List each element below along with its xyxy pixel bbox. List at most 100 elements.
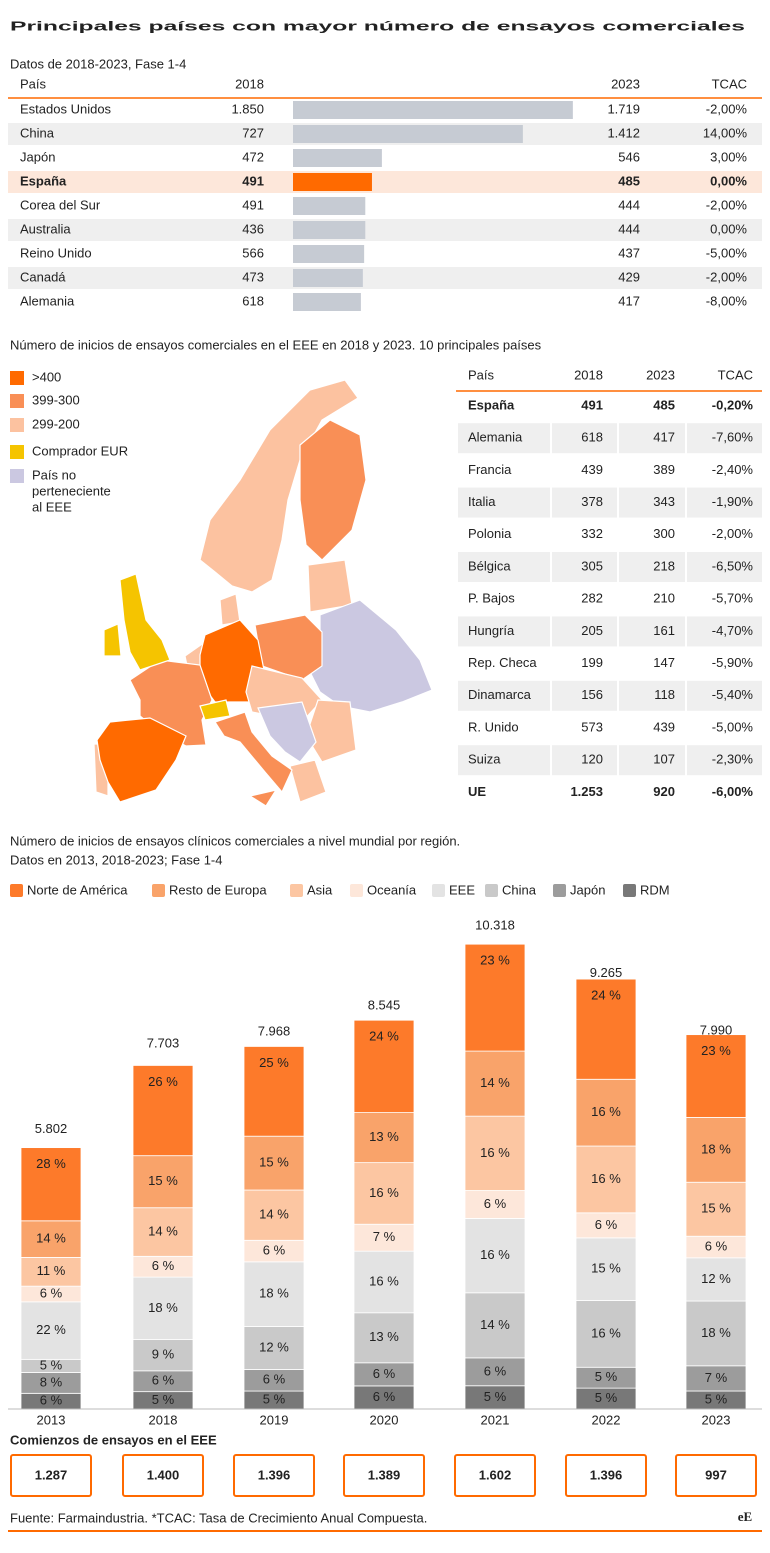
segment-label: 12 % <box>259 1339 289 1354</box>
country: Alemania <box>20 293 75 308</box>
segment-label: 6 % <box>152 1258 175 1273</box>
bar-segment <box>132 1339 194 1372</box>
bar-segment <box>20 1220 82 1258</box>
map-region <box>289 759 327 803</box>
legend-label: 399-300 <box>32 392 80 407</box>
value-2018: 436 <box>242 221 264 236</box>
cell: 1.253 <box>570 784 603 799</box>
segment-label: 5 % <box>595 1369 618 1384</box>
table-header: TCAC <box>712 76 747 91</box>
cell: 199 <box>581 655 603 670</box>
value-2018: 1.850 <box>231 101 264 116</box>
tcac: 0,00% <box>710 173 747 188</box>
segment-label: 6 % <box>484 1196 507 1211</box>
bar-segment <box>243 1046 305 1137</box>
legend-swatch <box>10 884 23 897</box>
country: Corea del Sur <box>20 197 101 212</box>
legend-swatch <box>10 469 24 483</box>
table-header: 2023 <box>646 367 675 382</box>
table-header: País <box>20 76 47 91</box>
legend-label: Japón <box>570 882 605 897</box>
bar-segment <box>575 1300 637 1368</box>
eee-box <box>233 1454 315 1497</box>
cell-band <box>687 423 762 454</box>
value-2018: 473 <box>242 269 264 284</box>
bar-total: 7.968 <box>258 1023 291 1038</box>
country: Estados Unidos <box>20 101 112 116</box>
legend-label: >400 <box>32 369 61 384</box>
value-2023: 485 <box>618 173 640 188</box>
segment-label: 23 % <box>480 953 510 968</box>
value-2018: 566 <box>242 245 264 260</box>
map-region <box>129 659 213 747</box>
bar-segment <box>353 1223 415 1252</box>
cell: 120 <box>581 752 603 767</box>
legend-label: al EEE <box>32 499 72 514</box>
bar-total: 7.703 <box>147 1035 180 1050</box>
cell-band <box>619 552 685 582</box>
segment-label: 14 % <box>480 1075 510 1090</box>
segment-label: 15 % <box>591 1261 621 1276</box>
legend-label: 299-200 <box>32 416 80 431</box>
country: Rep. Checa <box>468 655 537 670</box>
cell: 417 <box>653 430 675 445</box>
cell: 618 <box>581 430 603 445</box>
country: Reino Unido <box>20 245 92 260</box>
segment-label: 18 % <box>148 1300 178 1315</box>
cell: -0,20% <box>712 397 754 412</box>
eee-value: 997 <box>705 1467 727 1482</box>
eee-value: 1.602 <box>479 1467 512 1482</box>
title: Principales países con mayor número de e… <box>10 18 745 33</box>
cell: -1,90% <box>712 494 754 509</box>
x-tick-label: 2013 <box>37 1412 66 1427</box>
cell-band <box>619 680 685 711</box>
cell: 161 <box>653 623 675 638</box>
eee-value: 1.389 <box>368 1467 401 1482</box>
legend-swatch <box>553 884 566 897</box>
segment-label: 16 % <box>591 1325 621 1340</box>
bar <box>293 269 363 287</box>
cell-band <box>552 616 617 647</box>
bar-segment <box>243 1135 305 1191</box>
segment-label: 24 % <box>591 988 621 1003</box>
cell: -5,40% <box>712 687 754 702</box>
cell: 378 <box>581 494 603 509</box>
legend-swatch <box>290 884 303 897</box>
table-header: 2018 <box>574 367 603 382</box>
segment-label: 25 % <box>259 1055 289 1070</box>
cell: 156 <box>581 687 603 702</box>
table-header: TCAC <box>718 367 753 382</box>
segment-label: 23 % <box>701 1043 731 1058</box>
bar <box>293 293 361 311</box>
country: Canadá <box>20 269 66 284</box>
eee-box <box>565 1454 647 1497</box>
tcac: -2,00% <box>706 269 748 284</box>
x-tick-label: 2019 <box>260 1412 289 1427</box>
segment-label: 15 % <box>259 1155 289 1170</box>
tcac: 0,00% <box>710 221 747 236</box>
segment-label: 16 % <box>480 1247 510 1262</box>
table-header: 2018 <box>235 76 264 91</box>
segment-label: 14 % <box>480 1317 510 1332</box>
segment-label: 5 % <box>40 1357 63 1372</box>
segment-label: 14 % <box>259 1207 289 1222</box>
eee-value: 1.396 <box>590 1467 623 1482</box>
legend-label: RDM <box>640 882 670 897</box>
country: Dinamarca <box>468 687 532 702</box>
country: Suiza <box>468 752 501 767</box>
segment-label: 5 % <box>595 1390 618 1405</box>
cell: 491 <box>581 397 603 412</box>
cell-band <box>552 552 617 582</box>
cell: 107 <box>653 752 675 767</box>
bar-segment <box>575 1145 637 1214</box>
segment-label: 5 % <box>484 1389 507 1404</box>
chart-subtitle: Datos en 2013, 2018-2023; Fase 1-4 <box>10 852 222 867</box>
cell: 573 <box>581 719 603 734</box>
segment-label: 16 % <box>369 1273 399 1288</box>
bar-total: 9.265 <box>590 965 623 980</box>
legend-label: Norte de América <box>27 882 128 897</box>
table-header: 2023 <box>611 76 640 91</box>
cell-band <box>619 616 685 647</box>
value-2023: 444 <box>618 221 640 236</box>
legend-swatch <box>10 371 24 385</box>
